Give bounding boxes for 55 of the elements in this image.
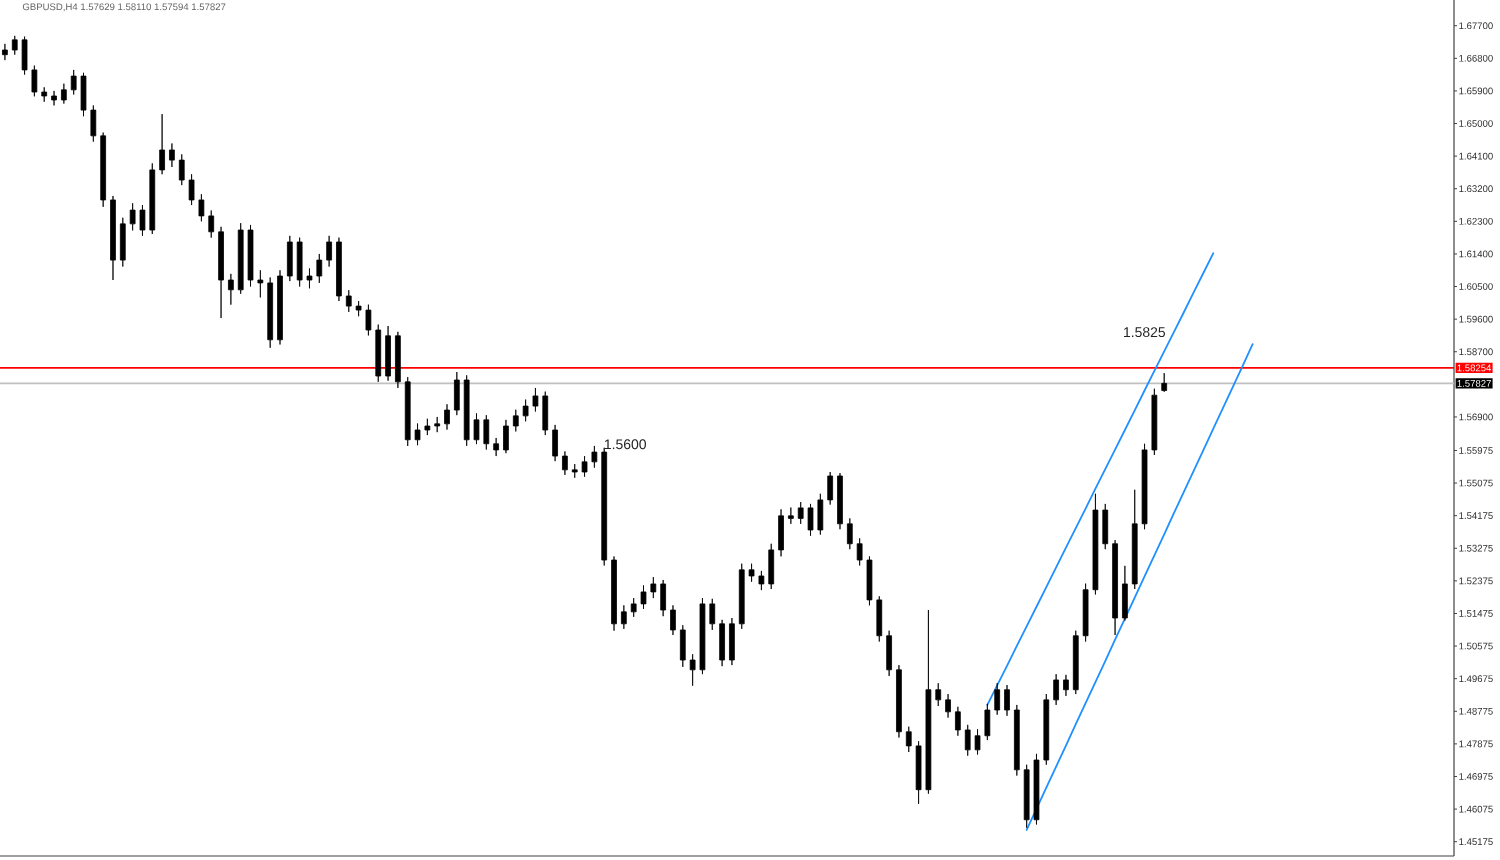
candlestick bbox=[719, 619, 725, 667]
candlestick bbox=[846, 517, 853, 550]
candlestick bbox=[493, 437, 499, 457]
candlestick bbox=[886, 630, 892, 677]
candlestick bbox=[778, 508, 784, 557]
candlestick bbox=[552, 424, 558, 462]
candlestick bbox=[827, 471, 834, 506]
candlestick bbox=[788, 507, 794, 525]
candlestick bbox=[51, 90, 57, 106]
candlestick bbox=[385, 325, 391, 382]
candlestick bbox=[444, 403, 450, 431]
candlestick bbox=[336, 237, 342, 302]
candlestick bbox=[1161, 372, 1168, 393]
candlestick bbox=[837, 472, 843, 530]
candlestick bbox=[670, 604, 676, 636]
candlestick bbox=[453, 371, 460, 416]
candlestick bbox=[1053, 673, 1059, 706]
candlestick bbox=[100, 132, 107, 208]
candlestick bbox=[1004, 684, 1010, 717]
candlestick bbox=[896, 664, 902, 738]
candlestick bbox=[169, 143, 175, 168]
candlestick bbox=[562, 450, 568, 476]
candlestick bbox=[945, 693, 951, 719]
candlestick bbox=[601, 447, 608, 566]
line-series bbox=[1025, 343, 1254, 831]
candlestick bbox=[434, 416, 441, 433]
candlestick bbox=[503, 419, 509, 454]
candlestick bbox=[1013, 704, 1020, 776]
candlestick bbox=[2, 43, 8, 61]
candlestick bbox=[621, 604, 627, 630]
candlestick bbox=[286, 235, 293, 282]
line-series bbox=[986, 252, 1215, 706]
candlestick bbox=[326, 235, 332, 268]
candlestick bbox=[90, 105, 97, 143]
candlestick bbox=[955, 706, 961, 737]
candlestick bbox=[660, 579, 666, 617]
candlestick bbox=[994, 682, 1001, 716]
candlestick bbox=[61, 83, 67, 104]
candlestick bbox=[729, 617, 735, 666]
candlestick bbox=[159, 113, 165, 175]
candlestick bbox=[41, 86, 48, 103]
candlestick bbox=[611, 556, 617, 632]
candlestick bbox=[905, 726, 912, 753]
candlestick bbox=[277, 269, 283, 345]
candlestick bbox=[1063, 674, 1069, 697]
candlestick bbox=[110, 195, 116, 281]
candlestick bbox=[1122, 565, 1128, 621]
candlestick bbox=[267, 277, 274, 349]
candlestick bbox=[1112, 539, 1118, 636]
candlestick bbox=[119, 217, 126, 268]
candlestick bbox=[679, 624, 686, 668]
candlestick bbox=[218, 226, 224, 319]
candlestick bbox=[228, 273, 234, 306]
candlestick bbox=[395, 331, 401, 389]
candlestick bbox=[650, 576, 657, 599]
